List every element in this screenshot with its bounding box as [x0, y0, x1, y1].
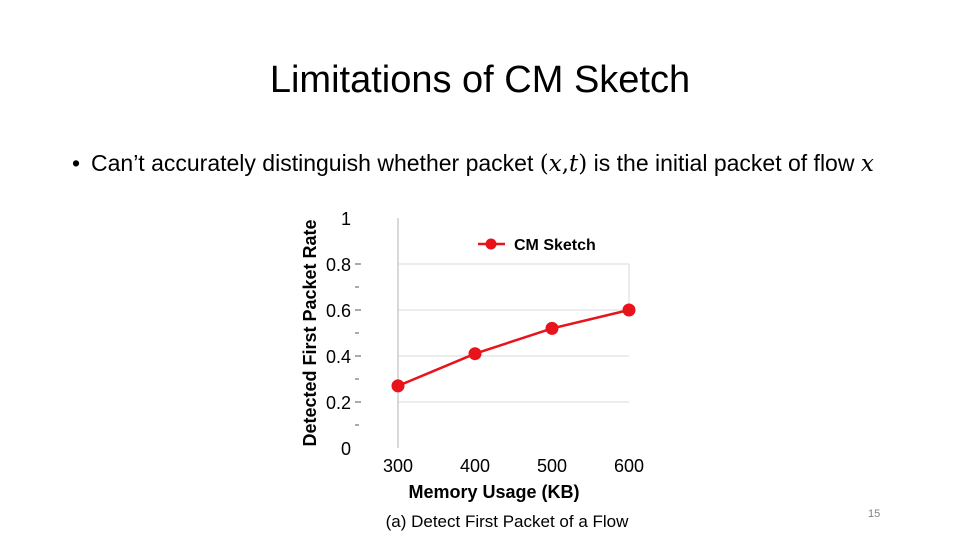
math-variable-x2: x	[860, 151, 874, 177]
data-point	[391, 379, 405, 393]
legend-label: CM Sketch	[514, 237, 596, 254]
y-axis-label: Detected First Packet Rate	[300, 219, 320, 446]
bullet-item: • Can’t accurately distinguish whether p…	[72, 148, 892, 179]
slide-title: Limitations of CM Sketch	[269, 59, 691, 101]
x-axis-label: Memory Usage (KB)	[408, 482, 579, 502]
page-number: 15	[868, 508, 881, 520]
x-tick-label: 600	[614, 456, 644, 476]
tick-labels: 0 0.2 0.4 0.6 0.8 1 300 400 500 600	[326, 209, 644, 476]
bullet-text-middle: is the initial packet of flow	[587, 150, 861, 176]
bullet-text-start: Can’t accurately distinguish whether pac…	[91, 150, 540, 176]
legend-marker	[485, 238, 497, 250]
x-tick-label: 500	[537, 456, 567, 476]
series-line	[397, 308, 630, 388]
legend: CM Sketch	[478, 237, 596, 254]
data-point	[468, 347, 482, 361]
data-point	[545, 321, 559, 335]
math-paren-close: )	[578, 151, 588, 177]
y-tick-label: 0	[341, 439, 351, 459]
data-point	[622, 303, 636, 317]
chart-caption: (a) Detect First Packet of a Flow	[386, 512, 630, 531]
math-variable-t: t	[569, 151, 579, 177]
y-tick-label: 1	[341, 209, 351, 229]
grid-lines	[398, 263, 630, 403]
y-tick-label: 0.2	[326, 393, 351, 413]
math-paren-open: (	[539, 151, 549, 177]
bullet-text: Can’t accurately distinguish whether pac…	[91, 148, 892, 179]
series-cm-sketch	[391, 303, 636, 393]
y-tick-label: 0.6	[326, 301, 351, 321]
y-tick-label: 0.4	[326, 347, 351, 367]
bullet-dot: •	[72, 150, 81, 176]
x-tick-label: 400	[460, 456, 490, 476]
axes	[355, 218, 399, 448]
math-variable-x: x	[548, 151, 562, 177]
y-tick-label: 0.8	[326, 255, 351, 275]
math-comma: ,	[561, 151, 570, 177]
x-tick-label: 300	[383, 456, 413, 476]
